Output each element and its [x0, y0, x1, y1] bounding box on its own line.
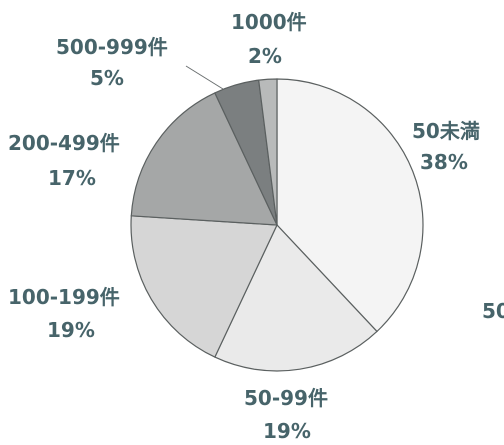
slice-percent-50-under: 38%	[420, 150, 468, 174]
pie-slice-5	[258, 78, 278, 226]
labels-layer: 50未満 38% 50-99件 19% 100-199件 19% 200-499…	[8, 10, 504, 443]
slice-label-100-199: 100-199件	[8, 285, 120, 309]
slice-label-50-under: 50未満	[412, 119, 480, 143]
slice-percent-200-499: 17%	[48, 166, 96, 190]
slice-percent-100-199: 19%	[47, 318, 95, 342]
slice-label-1000: 1000件	[231, 10, 307, 34]
pie-slice-0	[276, 78, 424, 333]
slice-label-200-499: 200-499件	[8, 131, 120, 155]
pie-slice-3	[130, 92, 278, 226]
slice-percent-1000: 2%	[248, 44, 282, 68]
slice-percent-50-99: 19%	[263, 419, 311, 443]
pie-slice-2	[130, 215, 278, 358]
slices-layer	[130, 78, 424, 372]
leaders-layer	[185, 65, 224, 90]
leader-line-500-999	[185, 65, 224, 90]
partial-edge-label: 50	[482, 299, 504, 323]
slice-label-500-999: 500-999件	[56, 35, 168, 59]
pie-slice-1	[214, 223, 378, 372]
slice-percent-500-999: 5%	[90, 66, 124, 90]
slice-label-50-99: 50-99件	[244, 386, 328, 410]
